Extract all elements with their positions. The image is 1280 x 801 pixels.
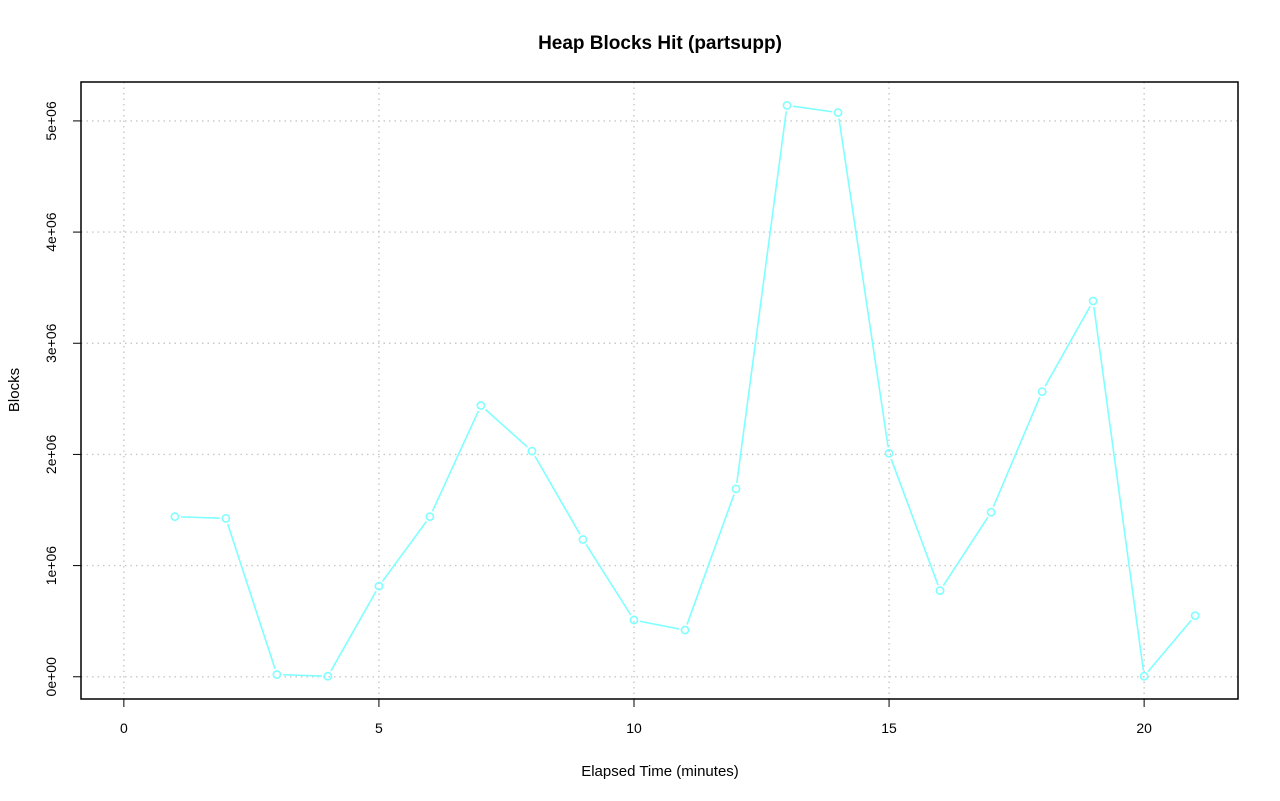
data-point (170, 512, 180, 522)
series-segment (942, 516, 989, 587)
data-point (935, 586, 945, 596)
series-segment (890, 458, 939, 586)
y-axis: 0e+00 1e+06 2e+06 3e+06 4e+06 5e+06 (43, 101, 81, 696)
data-point (884, 448, 894, 458)
data-point (578, 535, 588, 544)
series-points (170, 100, 1200, 681)
y-tick-label: 2e+06 (43, 435, 59, 475)
data-point (629, 615, 639, 625)
x-axis: 0 5 10 15 20 (120, 699, 1152, 736)
data-point (425, 512, 435, 522)
y-tick-label: 3e+06 (43, 323, 59, 363)
series-segment (330, 590, 377, 672)
x-tick-label: 0 (120, 720, 128, 736)
series-line (180, 105, 1192, 677)
series-segment (792, 105, 833, 113)
chart-title: Heap Blocks Hit (partsupp) (538, 33, 782, 54)
data-point (782, 100, 792, 110)
series-segment (992, 396, 1041, 508)
series-segment (381, 521, 428, 582)
grid-lines (81, 82, 1238, 699)
x-tick-label: 5 (375, 720, 383, 736)
series-segment (838, 118, 889, 448)
x-tick-label: 15 (881, 720, 897, 736)
data-point (374, 581, 384, 591)
data-point (1088, 296, 1098, 306)
series-segment (736, 111, 788, 484)
series-segment (180, 516, 220, 519)
series-segment (1147, 619, 1192, 673)
y-tick-label: 0e+00 (43, 657, 59, 697)
series-segment (585, 544, 632, 616)
series-segment (282, 673, 322, 677)
data-point (476, 401, 486, 410)
series-segment (639, 620, 680, 630)
series-segment (1093, 306, 1145, 671)
y-tick-label: 4e+06 (43, 212, 59, 252)
data-point (221, 513, 231, 523)
y-tick-label: 1e+06 (43, 546, 59, 586)
data-point (1190, 611, 1200, 621)
y-tick-label: 5e+06 (43, 101, 59, 141)
y-axis-label: Blocks (6, 368, 23, 412)
series-segment (686, 494, 735, 625)
x-tick-label: 20 (1136, 720, 1152, 736)
series-segment (431, 410, 480, 512)
data-point (527, 446, 537, 456)
data-point (986, 507, 996, 517)
series-segment (534, 455, 581, 535)
data-point (323, 671, 333, 681)
series-segment (1044, 305, 1091, 387)
data-point (680, 625, 690, 635)
series-segment (226, 523, 276, 670)
data-point (731, 484, 741, 494)
data-point (833, 108, 843, 117)
data-point (272, 670, 282, 679)
x-axis-label: Elapsed Time (minutes) (581, 763, 739, 780)
data-point (1139, 671, 1149, 681)
x-tick-label: 10 (626, 720, 642, 736)
data-point (1037, 387, 1047, 397)
plot-frame (80, 81, 1239, 700)
series-segment (484, 408, 529, 448)
